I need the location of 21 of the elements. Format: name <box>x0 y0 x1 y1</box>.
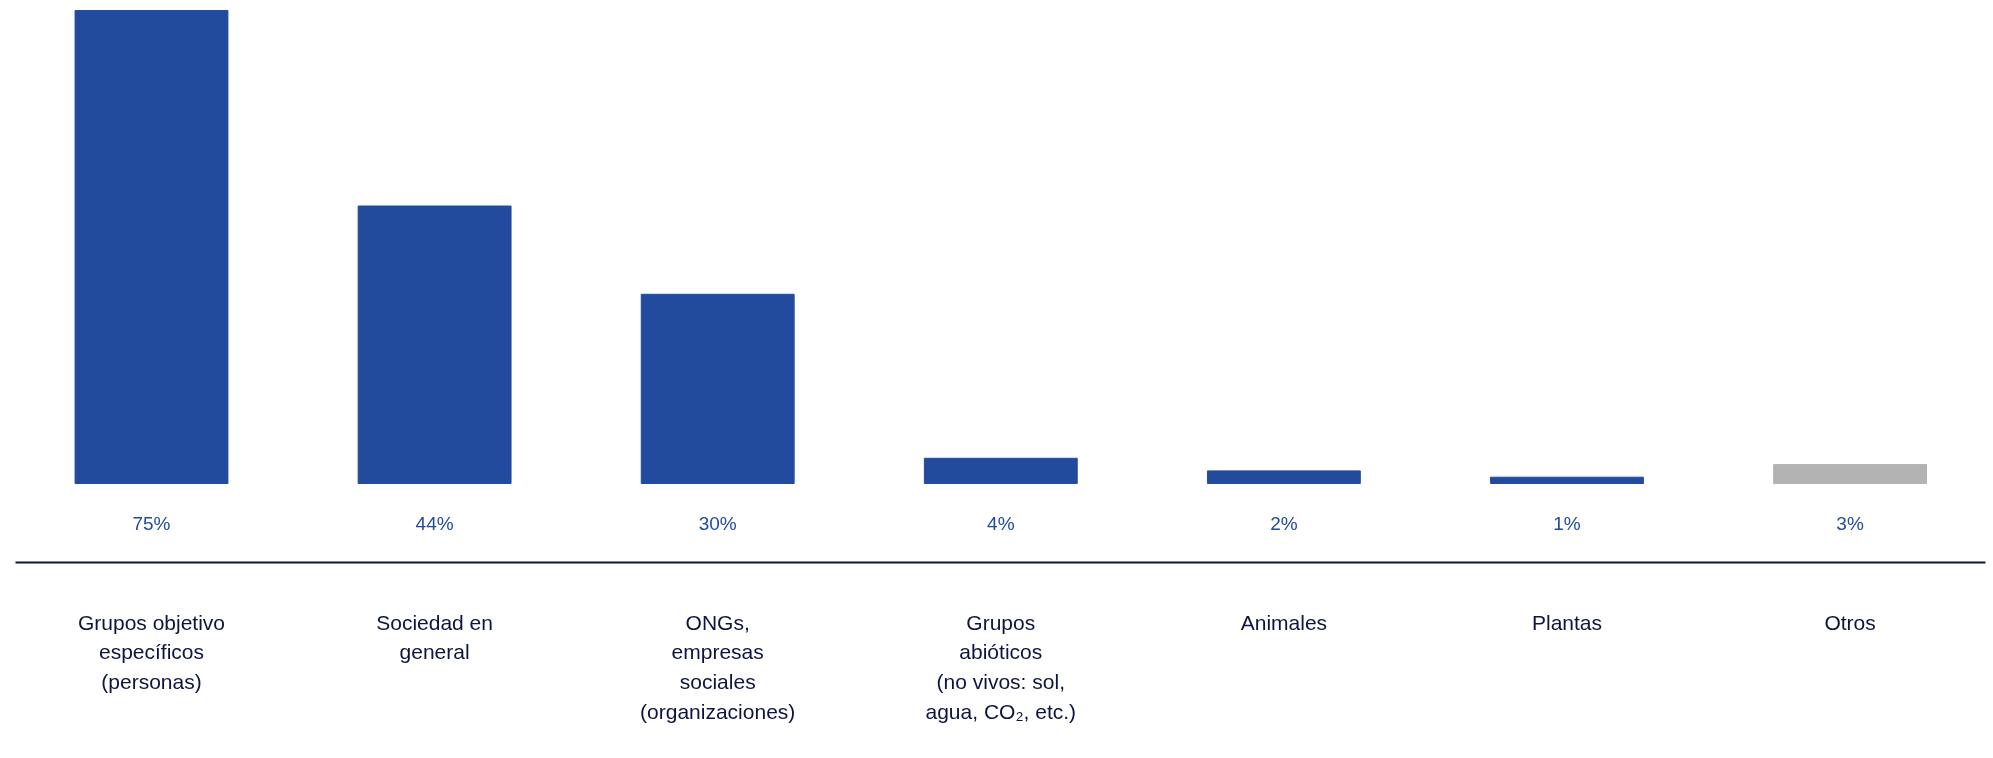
x-tick-label: Otros <box>1824 610 1876 634</box>
x-tick-label: Grupos abióticos (no vivos: sol, agua, CO₂, etc.) <box>925 610 1077 724</box>
bar <box>923 457 1078 484</box>
x-tick-label: Grupos objetivo específicos (personas) <box>77 610 226 694</box>
x-tick-label: Animales <box>1240 610 1328 634</box>
bar <box>74 10 229 484</box>
x-tick-label: Sociedad en general <box>376 610 493 664</box>
x-tick-label: ONGs, empresas sociales (organizaciones) <box>640 610 796 724</box>
bar <box>357 205 512 484</box>
data-label: 4% <box>987 513 1015 534</box>
bar <box>1773 464 1928 484</box>
data-label: 75% <box>132 513 171 534</box>
data-label: 1% <box>1553 513 1581 534</box>
bar <box>1490 476 1644 484</box>
bar <box>640 293 795 484</box>
data-label: 44% <box>415 513 454 534</box>
x-tick-label: Plantas <box>1531 610 1603 634</box>
bar <box>1206 470 1361 484</box>
data-label: 3% <box>1836 513 1864 534</box>
data-label: 30% <box>698 513 737 534</box>
data-label: 2% <box>1270 513 1298 534</box>
